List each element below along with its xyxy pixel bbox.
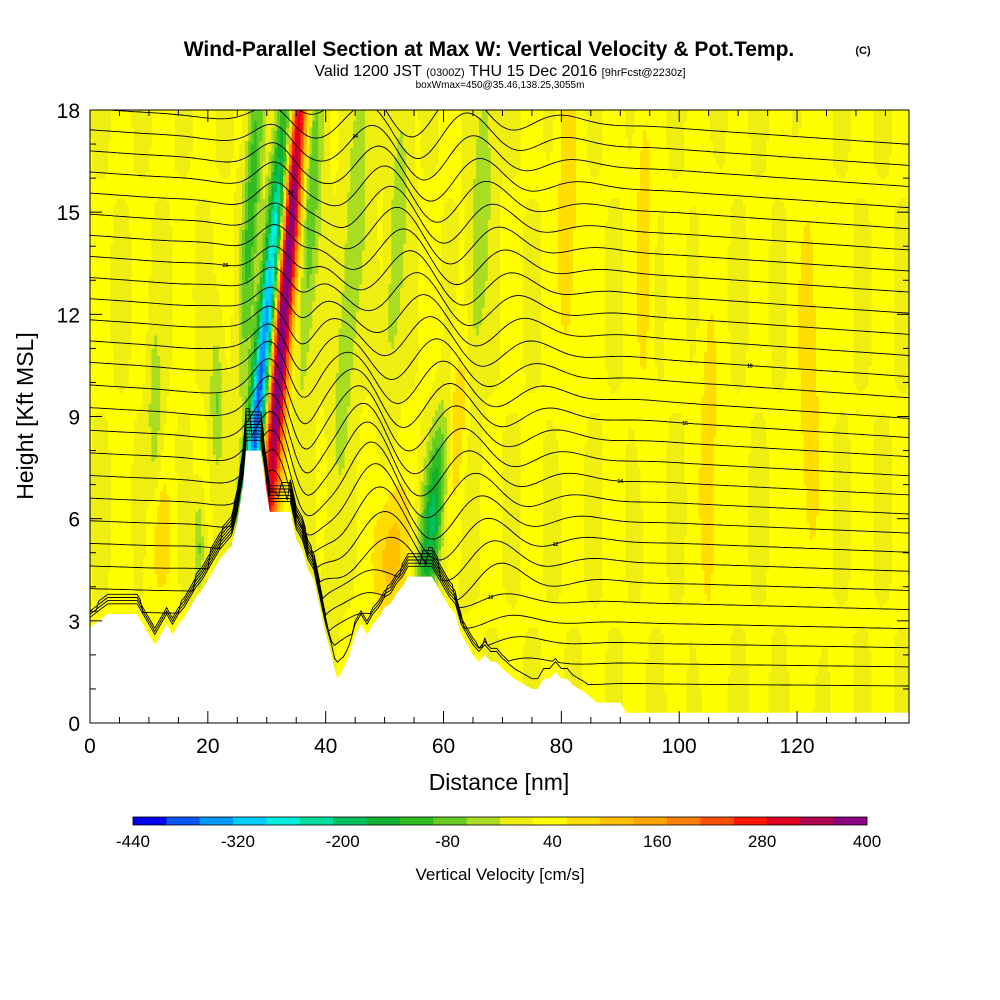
contour-label: 22 [288, 191, 294, 197]
theta-contour [90, 142, 909, 209]
colorbar-swatch [299, 817, 334, 825]
chart-title: Wind-Parallel Section at Max W: Vertical… [184, 38, 795, 61]
colorbar-swatch [166, 817, 201, 825]
x-axis-title: Distance [nm] [429, 769, 570, 795]
theta-contour [90, 439, 909, 687]
y-tick-label: 0 [68, 713, 80, 736]
colorbar-swatch [466, 817, 501, 825]
theta-contour [298, 110, 909, 145]
colorbar-swatch [766, 817, 801, 825]
colorbar-swatch [633, 817, 668, 825]
colorbar-tick-label: 400 [853, 832, 881, 851]
colorbar-swatch [800, 817, 834, 825]
theta-contour [90, 323, 909, 399]
colorbar-tick-label: -80 [435, 832, 460, 851]
colorbar: -440 -320 -200 -80 40 160 280 400 [116, 816, 881, 851]
y-tick-label: 6 [68, 509, 80, 532]
y-tick-label: 18 [57, 100, 80, 123]
colorbar-swatch [199, 817, 234, 825]
contour-label: 12 [553, 542, 559, 548]
colorbar-swatch [266, 817, 301, 825]
colorbar-swatch [733, 817, 768, 825]
theta-contour [90, 358, 909, 438]
contour-label: 24 [352, 134, 358, 140]
colorbar-swatch [433, 817, 467, 825]
y-tick-label: 3 [68, 611, 80, 634]
x-tick-label: 60 [432, 735, 455, 758]
x-tick-label: 100 [662, 735, 697, 758]
theta-contour [90, 430, 909, 630]
colorbar-swatch [700, 817, 734, 825]
theta-contour [90, 266, 909, 335]
theta-contour [90, 245, 909, 314]
theta-contour [90, 427, 909, 611]
colorbar-swatch [533, 817, 568, 825]
x-tick-label: 80 [550, 735, 573, 758]
theta-contour [90, 375, 909, 458]
contour-label: 14 [618, 479, 624, 485]
colorbar-tick-label: -320 [221, 832, 255, 851]
theta-contour [90, 414, 909, 540]
theta-contour [90, 224, 909, 293]
colorbar-tick-label: 280 [748, 832, 776, 851]
contour-label: 10 [488, 595, 494, 601]
theta-contour [90, 392, 909, 477]
contour-label: 18 [747, 364, 753, 370]
box-info: boxWmax=450@35.46,138.25,3055m [416, 80, 585, 91]
valid-time-line: Valid 1200 JST (0300Z) THU 15 Dec 2016 [… [314, 63, 685, 80]
terrain [90, 450, 909, 723]
y-tick-label: 15 [57, 202, 80, 225]
theta-contour [90, 340, 909, 419]
y-axis-title: Height [Kft MSL] [12, 332, 38, 499]
theta-contour [90, 436, 909, 668]
colorbar-swatch [333, 817, 367, 825]
colorbar-tick-label: 160 [643, 832, 671, 851]
theta-contour [90, 420, 909, 582]
colorbar-swatch [833, 817, 868, 825]
x-tick-label: 40 [314, 735, 337, 758]
theta-contour [90, 305, 909, 378]
theta-contour [90, 417, 909, 561]
copyright-mark: (C) [855, 45, 871, 57]
colorbar-swatch [366, 817, 401, 825]
theta-contour [90, 411, 909, 519]
theta-contour [90, 433, 909, 649]
y-tick-label: 12 [57, 304, 80, 327]
theta-contour [90, 408, 909, 497]
y-tick-label: 9 [68, 407, 80, 430]
x-tick-label: 120 [780, 735, 815, 758]
colorbar-title: Vertical Velocity [cm/s] [415, 865, 584, 884]
colorbar-swatch [500, 817, 534, 825]
theta-contour [90, 181, 909, 251]
colorbar-frame [132, 816, 868, 826]
theta-contour [90, 161, 909, 230]
colorbar-tick-label: -200 [326, 832, 360, 851]
theta-contour [90, 202, 909, 272]
axes: 0 20 40 60 80 100 120 0 3 6 9 12 15 18 [57, 100, 909, 758]
x-tick-label: 0 [84, 735, 96, 758]
contour-label: 16 [682, 421, 688, 427]
colorbar-swatch [566, 817, 601, 825]
colorbar-tick-label: 40 [543, 832, 562, 851]
colorbar-swatch [133, 817, 167, 825]
x-tick-label: 20 [196, 735, 219, 758]
theta-contour [102, 110, 909, 166]
colorbar-swatch [399, 817, 434, 825]
theta-contour [90, 286, 909, 356]
contour-label: 20 [223, 263, 229, 269]
theta-contour [90, 424, 909, 602]
theta-contour [90, 123, 909, 188]
colorbar-swatch [233, 817, 267, 825]
colorbar-swatch [600, 817, 634, 825]
colorbar-swatch [666, 817, 701, 825]
colorbar-tick-label: -440 [116, 832, 150, 851]
